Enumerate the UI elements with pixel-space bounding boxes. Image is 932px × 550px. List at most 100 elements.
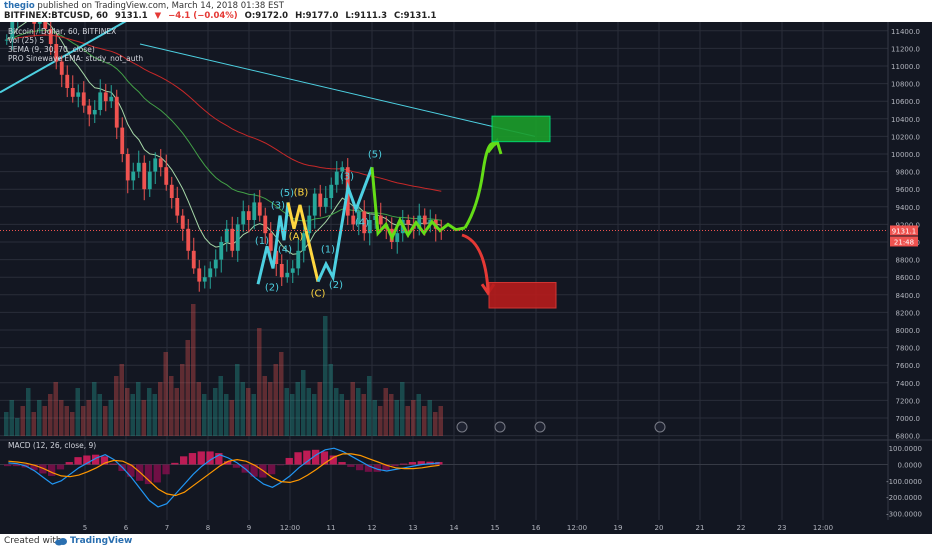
sinewave-line	[0, 22, 127, 94]
high-value: H:9177.0	[295, 11, 339, 21]
chart-svg[interactable]: (1)(2)(3)(4)(5)(A)(B)(C)(1)(2)(3)(4)(5) …	[0, 22, 932, 534]
chart-area[interactable]: (1) (2) (3) (4) (5) (A) (B) (C) (1) (2) (3) (4) (5) …	[0, 22, 932, 534]
volume-bar	[246, 388, 251, 436]
volume-bar	[400, 382, 405, 436]
legend-ema[interactable]: 3EMA (9, 30, 70, close)	[8, 45, 95, 54]
macd-histogram-bar	[39, 464, 47, 474]
volume-bar	[290, 394, 295, 436]
candle-body	[48, 29, 53, 44]
candle-body	[70, 88, 75, 97]
bearish-projection-line	[461, 233, 490, 291]
macd-legend[interactable]: MACD (12, 26, close, 9)	[8, 441, 97, 450]
macd-histogram-bar	[12, 464, 21, 467]
legend-sinewave[interactable]: PRO Sinewave EMA: study_not_auth	[8, 54, 144, 63]
time-tick-label: 5	[83, 524, 87, 532]
event-flag-icon	[534, 421, 546, 433]
volume-bar	[64, 406, 69, 436]
time-tick-label: 11	[327, 524, 336, 532]
candle-body	[120, 127, 125, 154]
wave-label: (4)	[278, 245, 292, 256]
macd-histogram-bar	[48, 464, 56, 476]
candle-body	[296, 250, 301, 269]
volume-bar	[75, 388, 80, 436]
candle-body	[334, 171, 339, 185]
candle-body	[395, 233, 400, 242]
candle-body	[241, 211, 246, 225]
candle-body	[329, 184, 334, 198]
wave-label: (1)	[321, 245, 335, 256]
volume-bar	[191, 304, 196, 436]
candle-body	[202, 277, 207, 282]
volume-bar	[383, 388, 388, 436]
price-tick-label: 9600.0	[896, 186, 921, 194]
wave-label: (2)	[265, 282, 279, 293]
candle-body	[318, 193, 323, 207]
candle-body	[142, 162, 147, 190]
macd-tick-label: -100.0000	[886, 478, 922, 486]
time-axis: 5 6 7 8 9 12:00 11 12 13 14 15 16 12:00 19 20 21 22 23 12:…	[83, 524, 833, 532]
legend-title[interactable]: Bitcoin / Dollar, 60, BITFINEX	[8, 27, 117, 36]
candle-body	[109, 96, 114, 102]
wave-label: (5)	[368, 150, 382, 161]
volume-bar	[119, 364, 124, 436]
time-tick-label: 19	[614, 524, 623, 532]
time-tick-label: 7	[165, 524, 169, 532]
candle-body	[279, 264, 284, 278]
last-price-badge	[890, 225, 918, 236]
created-with-text: Created with	[4, 536, 62, 546]
last-price-text: 9131.1	[892, 227, 917, 235]
candle-body	[81, 92, 86, 106]
candle-body	[417, 215, 422, 229]
legend-volume[interactable]: Vol (25) 5	[8, 36, 45, 45]
candle-body	[340, 167, 345, 172]
volume-bar	[372, 400, 377, 436]
volume-bar	[361, 394, 366, 436]
volume-bar	[207, 400, 212, 436]
volume-bar	[86, 400, 91, 436]
volume-bar	[42, 406, 47, 436]
volume-bar	[37, 400, 42, 436]
wave-label: (4)	[355, 217, 369, 228]
volume-bar	[4, 412, 9, 436]
price-tick-label: 10800.0	[891, 81, 920, 89]
tradingview-brand[interactable]: TradingView	[70, 536, 133, 546]
published-text: published on TradingView.com, March 14, …	[37, 1, 284, 11]
price-tick-label: 7200.0	[896, 397, 921, 405]
elliott-wave-lines	[256, 166, 466, 285]
volume-bar	[26, 388, 31, 436]
volume-bar	[169, 376, 174, 436]
candle-body	[186, 228, 191, 251]
volume-bar	[15, 418, 20, 436]
volume-bar	[125, 388, 130, 436]
volume-bar	[312, 394, 317, 436]
candle-body	[406, 220, 411, 225]
wave-label: (A)	[289, 231, 304, 242]
macd-histogram-bar	[171, 462, 179, 465]
macd-histogram-bar	[197, 451, 205, 465]
candle-body	[219, 242, 224, 260]
macd-histogram-bar	[276, 464, 285, 466]
volume-bar	[378, 406, 383, 436]
volume-bar	[257, 328, 262, 436]
time-tick-label: 16	[532, 524, 541, 532]
author-link[interactable]: thegio	[4, 1, 35, 11]
candle-body	[191, 250, 196, 269]
price-tick-label: 8800.0	[896, 257, 921, 265]
time-tick-label: 6	[124, 524, 129, 532]
volume-bar	[218, 376, 223, 436]
close-value: C:9131.1	[393, 11, 437, 21]
footer: Created with TradingView	[0, 534, 932, 550]
candle-body	[125, 154, 130, 181]
candle-body	[197, 268, 202, 282]
volume-bar	[20, 406, 25, 436]
candle-body	[43, 22, 48, 30]
candle-body	[307, 215, 312, 234]
price-change: −4.1 (−0.04%)	[168, 11, 238, 21]
volume-bars	[4, 304, 443, 436]
macd-histogram-bar	[268, 464, 276, 475]
volume-bar	[367, 376, 372, 436]
macd-histogram-bar	[153, 464, 161, 483]
volume-bar	[163, 352, 168, 436]
price-tick-label: 9400.0	[896, 204, 921, 212]
wave-label: (2)	[329, 280, 343, 291]
